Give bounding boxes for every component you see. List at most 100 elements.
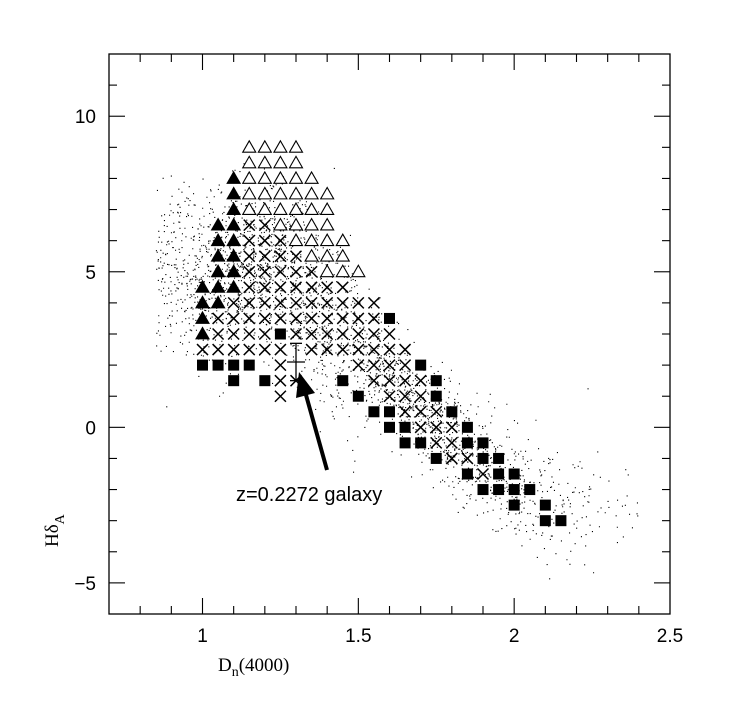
marker-point — [305, 343, 318, 356]
y-tick-label: 5 — [85, 263, 96, 284]
marker-point — [228, 375, 240, 387]
marker-point — [384, 312, 395, 324]
y-tick-label: 0 — [85, 418, 96, 439]
marker-point — [477, 452, 489, 464]
marker-point — [399, 405, 412, 418]
marker-point — [367, 312, 380, 325]
marker-point — [288, 201, 304, 215]
marker-point — [227, 343, 240, 356]
marker-point — [227, 312, 240, 325]
marker-point — [321, 327, 334, 341]
marker-point — [508, 499, 520, 511]
marker-point — [288, 186, 304, 200]
marker-point — [321, 281, 334, 294]
marker-point — [227, 327, 240, 341]
marker-point — [384, 406, 395, 418]
marker-point — [367, 327, 380, 341]
axis-ticks — [109, 54, 670, 614]
marker-point — [383, 390, 396, 403]
series-cross — [196, 219, 490, 481]
marker-point — [336, 327, 349, 341]
marker-point — [195, 310, 210, 324]
marker-point — [257, 186, 273, 200]
marker-point — [368, 406, 380, 418]
marker-point — [258, 281, 271, 294]
marker-point — [493, 468, 505, 480]
marker-point — [195, 295, 210, 309]
marker-point — [226, 233, 242, 247]
marker-point — [288, 155, 304, 169]
marker-point — [383, 327, 396, 341]
marker-point — [196, 343, 209, 356]
marker-point — [210, 233, 226, 247]
series-filled-triangle — [195, 170, 242, 340]
marker-point — [257, 155, 273, 169]
marker-point — [430, 452, 442, 464]
marker-point — [367, 296, 380, 309]
marker-point — [257, 201, 273, 215]
marker-point — [243, 265, 256, 278]
marker-point — [274, 328, 286, 340]
marker-point — [352, 312, 365, 325]
marker-point — [197, 359, 208, 371]
y-tick-label: 10 — [75, 107, 96, 128]
marker-point — [274, 390, 287, 403]
x-tick-label: 1.5 — [345, 626, 371, 647]
marker-point — [508, 468, 520, 480]
marker-point — [210, 279, 226, 293]
marker-point — [212, 312, 225, 325]
annotation-arrow-shaft — [304, 394, 329, 471]
marker-point — [367, 343, 380, 356]
marker-point — [304, 248, 320, 262]
marker-point — [272, 170, 288, 184]
marker-point — [399, 359, 412, 372]
marker-point — [352, 390, 364, 402]
marker-point — [258, 296, 271, 309]
marker-point — [430, 436, 443, 449]
marker-point — [304, 186, 320, 200]
marker-point — [384, 421, 395, 433]
marker-point — [399, 343, 412, 356]
marker-point — [321, 312, 334, 325]
marker-point — [446, 406, 458, 418]
marker-point — [195, 279, 210, 293]
marker-point — [305, 312, 318, 325]
marker-point — [461, 437, 473, 449]
marker-point — [461, 452, 474, 465]
marker-point — [415, 359, 427, 371]
marker-point — [274, 374, 287, 387]
marker-point — [319, 201, 335, 215]
marker-point — [212, 343, 225, 356]
marker-point — [476, 467, 490, 481]
marker-point — [524, 484, 536, 496]
marker-point — [289, 312, 303, 325]
tick-labels: 1 1.5 2 2.5 10 5 0 −5 — [74, 107, 683, 647]
marker-point — [399, 437, 411, 449]
marker-point — [226, 248, 242, 262]
marker-point — [304, 201, 320, 215]
marker-point — [243, 250, 256, 263]
series-filled-square — [197, 312, 567, 527]
marker-point — [226, 217, 242, 231]
marker-point — [288, 170, 304, 184]
marker-point — [477, 437, 489, 449]
annotation-arrow-head — [296, 372, 315, 398]
marker-point — [319, 217, 335, 231]
marker-point — [399, 390, 412, 403]
marker-point — [241, 139, 257, 153]
marker-point — [243, 219, 256, 232]
marker-point — [414, 405, 427, 418]
marker-point — [430, 421, 443, 434]
marker-point — [241, 155, 257, 169]
marker-point — [336, 281, 349, 294]
marker-point — [555, 515, 567, 527]
marker-point — [305, 296, 318, 309]
marker-point — [226, 170, 242, 184]
marker-point — [241, 170, 257, 184]
marker-point — [288, 217, 304, 231]
marker-point — [352, 359, 365, 372]
grid-markers — [195, 139, 567, 527]
marker-point — [399, 421, 411, 433]
annotation-text: z=0.2272 galaxy — [236, 484, 382, 506]
